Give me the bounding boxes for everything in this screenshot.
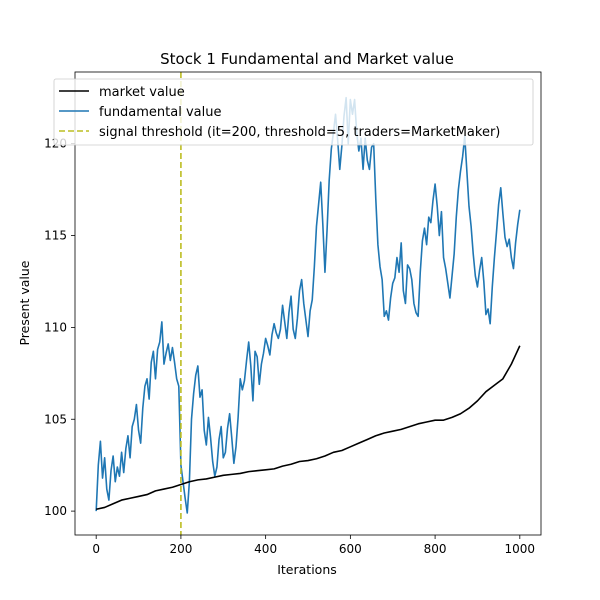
legend-label-signal-threshold: signal threshold (it=200, threshold=5, t… bbox=[99, 125, 500, 140]
x-tick-label: 0 bbox=[92, 542, 100, 556]
y-axis-label: Present value bbox=[17, 260, 32, 345]
x-tick-label: 200 bbox=[169, 542, 192, 556]
y-tick-label: 115 bbox=[44, 229, 67, 243]
series-line-market-value bbox=[96, 345, 521, 511]
x-axis-label: Iterations bbox=[277, 562, 337, 577]
plot-frame bbox=[74, 71, 542, 536]
y-axis: 100105110115120 bbox=[44, 137, 75, 518]
legend-label-fundamental-value: fundamental value bbox=[99, 105, 222, 120]
y-tick-label: 105 bbox=[44, 412, 67, 426]
x-tick-label: 1000 bbox=[505, 542, 536, 556]
x-tick-label: 800 bbox=[424, 542, 447, 556]
chart-title: Stock 1 Fundamental and Market value bbox=[160, 50, 454, 68]
plot-area bbox=[95, 72, 521, 535]
legend: market value fundamental value signal th… bbox=[53, 78, 534, 146]
legend-label-market-value: market value bbox=[99, 85, 185, 100]
series-line-fundamental-value bbox=[95, 96, 521, 514]
x-tick-label: 400 bbox=[254, 542, 277, 556]
y-tick-label: 100 bbox=[44, 504, 67, 518]
legend-box bbox=[53, 78, 534, 146]
x-tick-label: 600 bbox=[339, 542, 362, 556]
y-tick-label: 110 bbox=[44, 320, 67, 334]
plot-lines bbox=[95, 72, 521, 535]
x-axis: 0 200 400 600 800 1000 bbox=[92, 535, 535, 556]
